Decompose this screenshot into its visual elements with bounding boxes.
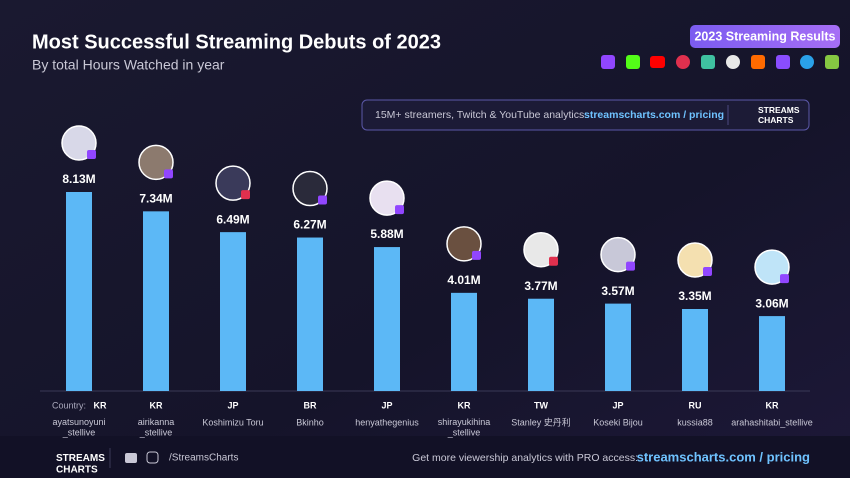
platform-badge — [703, 267, 712, 277]
banner-link[interactable]: streamscharts.com / pricing — [584, 109, 724, 121]
platform-badge — [164, 169, 173, 179]
instagram-icon — [146, 451, 159, 464]
country: RU — [689, 400, 702, 410]
value-label: 6.49M — [216, 212, 249, 226]
x-tick-label: Koseki Bijou — [593, 417, 643, 427]
platform-icons — [601, 55, 839, 69]
value-label: 5.88M — [370, 227, 403, 241]
platform-badge — [626, 261, 635, 271]
footer-bar — [0, 436, 850, 478]
platform-badge — [241, 190, 250, 200]
bar — [451, 292, 477, 391]
platform-badge — [395, 205, 404, 215]
value-label: 4.01M — [447, 273, 480, 287]
bar — [605, 303, 631, 391]
x-tick-label: arahashitabi_stellive — [731, 417, 813, 427]
country-label: Country: — [52, 400, 86, 410]
platform-badge — [472, 250, 481, 260]
twitter-icon — [125, 453, 137, 463]
value-label: 3.06M — [755, 296, 788, 310]
country: TW — [534, 400, 548, 410]
country: JP — [612, 400, 623, 410]
platform-badge — [87, 150, 96, 159]
footer-handle: /StreamsCharts — [169, 453, 238, 464]
country: BR — [304, 400, 317, 410]
value-label: 6.27M — [293, 218, 326, 232]
x-tick-label: Stanley 史丹利 — [511, 416, 571, 427]
bar — [220, 232, 246, 391]
footer-text: Get more viewership analytics with PRO a… — [412, 452, 638, 464]
platform-badge — [549, 256, 558, 266]
bar — [297, 237, 323, 391]
badge-text: 2023 Streaming Results — [694, 29, 835, 43]
platform-badge — [780, 274, 789, 284]
value-label: 3.77M — [524, 279, 557, 293]
banner-logo: STREAMS CHARTS — [758, 105, 800, 125]
bar — [528, 298, 554, 391]
chart-subtitle: By total Hours Watched in year — [32, 57, 225, 73]
chart-title: Most Successful Streaming Debuts of 2023 — [32, 31, 441, 53]
platform-badge — [318, 195, 327, 205]
country: KR — [458, 400, 471, 410]
x-tick-label: shirayukihina _stellive — [438, 417, 491, 437]
footer-logo: STREAMS CHARTS — [56, 453, 105, 476]
value-label: 7.34M — [139, 192, 172, 206]
bar — [143, 211, 169, 391]
x-tick-label: henyathegenius — [355, 417, 419, 427]
badge — [690, 25, 840, 48]
value-label: 8.13M — [62, 172, 95, 186]
country: KR — [766, 400, 779, 410]
value-label: 3.35M — [678, 289, 711, 303]
x-tick-label: kussia88 — [677, 417, 713, 427]
x-tick-label: ayatsunoyuni _stellive — [52, 417, 105, 437]
bar — [759, 316, 785, 391]
country: JP — [227, 400, 238, 410]
country: KR — [94, 400, 107, 410]
value-label: 3.57M — [601, 284, 634, 298]
bar — [66, 192, 92, 391]
country: KR — [150, 400, 163, 410]
bar — [374, 247, 400, 391]
x-tick-label: airikanna _stellive — [138, 417, 175, 437]
country: JP — [381, 400, 392, 410]
footer-link[interactable]: streamscharts.com / pricing — [637, 449, 810, 464]
x-tick-label: Bkinho — [296, 417, 324, 427]
bar — [682, 309, 708, 391]
banner-text: 15M+ streamers, Twitch & YouTube analyti… — [375, 109, 587, 121]
x-tick-label: Koshimizu Toru — [202, 417, 263, 427]
banner — [361, 99, 810, 131]
